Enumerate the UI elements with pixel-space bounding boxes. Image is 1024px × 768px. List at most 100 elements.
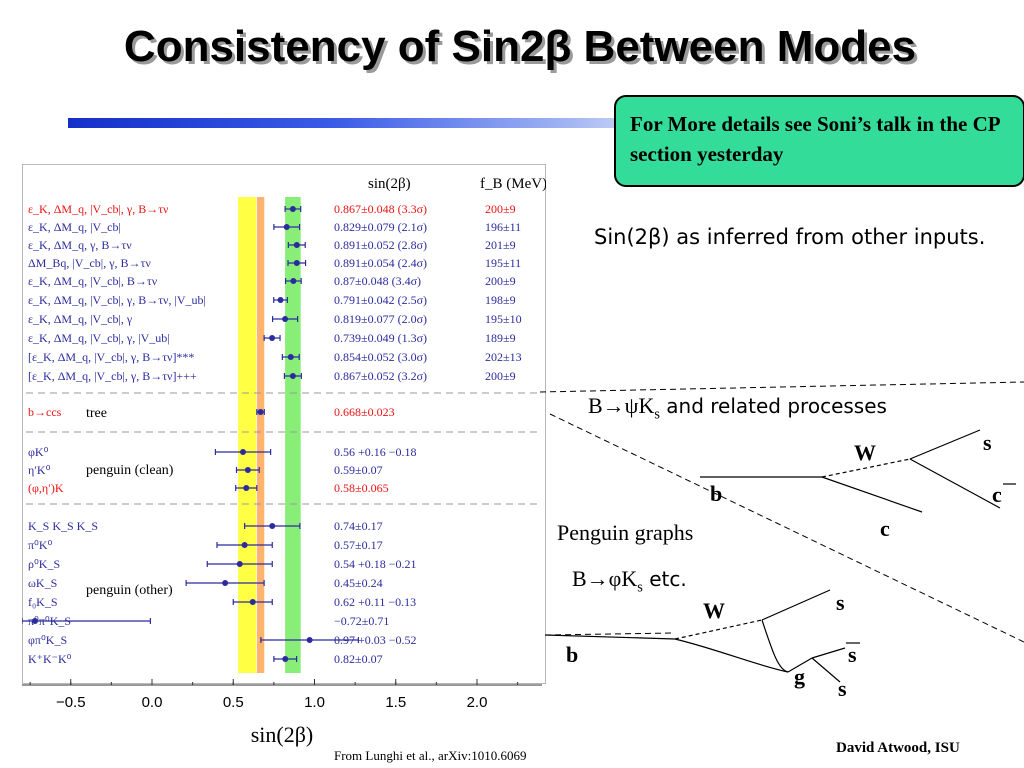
row-fb-text: 196±11 — [485, 220, 521, 234]
row-fb-text: 200±9 — [485, 369, 516, 383]
row-point — [282, 316, 289, 322]
row-value-text: 0.54 +0.18 −0.21 — [334, 557, 417, 571]
row-value-text: 0.74±0.17 — [334, 519, 383, 533]
row-point — [287, 354, 294, 360]
band-2 — [285, 197, 301, 673]
penguin-graphs-label: Penguin graphs — [557, 520, 694, 545]
peng-loop-line — [761, 619, 789, 673]
tree-b-label: b — [710, 481, 722, 506]
tree-cbar-label: c — [992, 482, 1002, 507]
callout-box: For More details see Soni’s talk in the … — [614, 95, 1024, 187]
penguin-section-suffix: etc. — [642, 567, 687, 591]
peng-s2-line — [811, 657, 841, 683]
tree-c-label: c — [880, 516, 890, 541]
row-point — [306, 637, 313, 643]
row-value-text: 0.854±0.052 (3.0σ) — [334, 350, 427, 364]
row-name: ε_K, ΔM_q, |V_cb|, B→τν — [28, 274, 158, 288]
peng-g-label: g — [794, 664, 805, 689]
x-tick-label: 0.5 — [223, 694, 244, 711]
group-label-3: penguin (other) — [86, 583, 173, 598]
band-1 — [256, 197, 265, 673]
row-fb-text: 189±9 — [485, 331, 516, 345]
penguin-section-title: B→φKs etc. — [572, 566, 687, 596]
row-point — [32, 618, 38, 624]
row-name: K_S K_S K_S — [28, 519, 98, 533]
row-point — [290, 278, 297, 284]
row-point — [277, 297, 284, 303]
row-point — [282, 656, 289, 662]
row-point — [222, 580, 229, 586]
row-value-text: 0.97 +0.03 −0.52 — [334, 633, 417, 647]
group-label-2: penguin (clean) — [86, 463, 174, 478]
row-name: ε_K, ΔM_q, |V_cb| — [28, 220, 121, 234]
row-name: K⁺K⁻K⁰ — [28, 652, 72, 666]
separator-diagonal — [549, 413, 1024, 643]
peng-sbar-line — [811, 647, 846, 659]
row-value-text: 0.57±0.17 — [334, 538, 383, 552]
peng-sbar-label: s — [848, 642, 857, 667]
row-value-text: 0.45±0.24 — [334, 576, 383, 590]
row-point — [293, 242, 300, 248]
row-point — [283, 224, 290, 230]
row-name: [ε_K, ΔM_q, |V_cb|, γ, B→τν]+++ — [28, 369, 197, 383]
header-value: sin(2β) — [368, 176, 411, 192]
tree-c-line — [821, 476, 923, 513]
x-tick-label: −0.5 — [56, 694, 86, 711]
row-name: ΔM_Bq, |V_cb|, γ, B→τν — [28, 256, 151, 270]
row-fb-text: 195±11 — [485, 256, 521, 270]
tree-diagram: W s c b c — [700, 429, 1016, 541]
row-point — [243, 485, 250, 491]
row-name: ε_K, ΔM_q, |V_cb|, γ, B→τν — [28, 202, 169, 216]
row-name: π⁰K⁰ — [28, 538, 53, 552]
tree-section-sub: s — [654, 406, 660, 423]
row-name: ε_K, ΔM_q, |V_cb|, γ, B→τν, |V_ub| — [28, 293, 206, 307]
row-name: ωK_S — [28, 576, 57, 590]
row-point — [236, 561, 243, 567]
row-value-text: 0.62 +0.11 −0.13 — [334, 595, 416, 609]
row-value-text: 0.867±0.052 (3.2σ) — [334, 369, 427, 383]
row-value-text: 0.829±0.079 (2.1σ) — [334, 220, 427, 234]
row-fb-text: 200±9 — [485, 274, 516, 288]
citation: From Lunghi et al., arXiv:1010.6069 — [334, 748, 527, 763]
row-value-text: 0.58±0.065 — [334, 481, 389, 495]
row-name: ρ⁰K_S — [28, 557, 60, 571]
x-tick-label: 0.0 — [142, 694, 163, 711]
header-fb: f_B (MeV) — [480, 176, 546, 192]
row-point — [269, 335, 276, 341]
x-tick-label: 2.0 — [467, 694, 488, 711]
separator-top — [540, 381, 1024, 393]
peng-gluon-line — [787, 657, 813, 673]
row-point — [241, 542, 248, 548]
peng-w-line — [674, 619, 763, 640]
row-fb-text: 195±10 — [485, 312, 522, 326]
title-underline-bar — [68, 118, 728, 128]
peng-quark-line — [674, 638, 789, 673]
row-value-text: 0.82±0.07 — [334, 652, 383, 666]
row-value-text: 0.819±0.077 (2.0σ) — [334, 312, 427, 326]
row-name: η′K⁰ — [28, 463, 51, 477]
row-name: ε_K, ΔM_q, γ, B→τν — [28, 238, 132, 252]
penguin-section-mode: B→φK — [572, 566, 638, 591]
tree-s-label: s — [983, 430, 992, 455]
peng-s-bottom-label: s — [838, 676, 847, 700]
group-label-1: tree — [86, 406, 107, 421]
row-point — [244, 467, 251, 473]
row-point — [249, 599, 256, 605]
row-point — [240, 449, 246, 455]
row-name: f₀K_S — [28, 595, 58, 609]
peng-w-label: W — [703, 598, 725, 623]
tree-section-mode: B→ψK — [588, 393, 655, 418]
author: David Atwood, ISU — [836, 740, 960, 756]
row-point — [293, 260, 300, 266]
row-name: [ε_K, ΔM_q, |V_cb|, γ, B→τν]*** — [28, 350, 194, 364]
row-name: φπ⁰K_S — [28, 633, 67, 647]
peng-b-line — [544, 634, 676, 640]
row-value-text: −0.72±0.71 — [334, 614, 389, 628]
tree-w-label: W — [854, 440, 876, 465]
tree-s-line — [909, 429, 981, 460]
row-point — [269, 523, 276, 529]
inferred-text: Sin(2β) as inferred from other inputs. — [594, 225, 986, 249]
band-0 — [238, 197, 256, 673]
sin2beta-chart: sin(2β) f_B (MeV) tree penguin (clean) pengu… — [22, 176, 546, 747]
penguin-diagram: W s s b g s — [544, 589, 860, 700]
